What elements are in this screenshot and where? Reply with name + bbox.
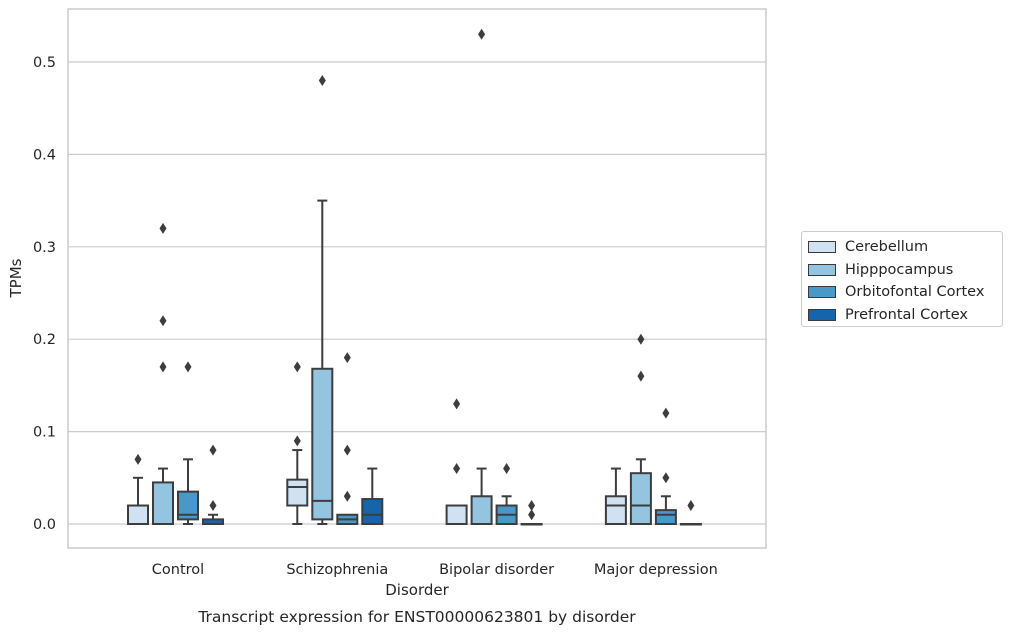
x-tick-label: Major depression — [594, 562, 718, 578]
box-body — [604, 495, 627, 525]
box-body — [127, 504, 149, 525]
box-body — [654, 509, 677, 526]
legend-swatch — [808, 263, 836, 276]
outlier-point — [184, 361, 192, 373]
box-2-1 — [470, 28, 493, 525]
legend-swatch — [808, 308, 836, 321]
outlier-point — [528, 509, 536, 521]
outlier-point — [637, 333, 645, 345]
box-0-1 — [152, 222, 174, 526]
box-3-1 — [629, 333, 652, 525]
outlier-point — [293, 361, 301, 373]
outlier-point — [662, 407, 670, 419]
y-tick-label: 0.1 — [33, 425, 56, 441]
legend-label: Hipppocampus — [845, 261, 954, 278]
legend-swatch — [808, 286, 836, 299]
y-axis-label: TPMs — [7, 258, 25, 298]
y-tick-label: 0.5 — [33, 55, 56, 71]
outlier-point — [159, 361, 167, 373]
box-3-3 — [679, 500, 702, 526]
x-tick-labels: Control Schizophrenia Bipolar disorder Majo… — [152, 562, 718, 578]
outlier-point — [453, 398, 461, 410]
outlier-point — [318, 74, 326, 86]
outlier-point — [343, 490, 351, 502]
box-0-0 — [127, 453, 149, 525]
box-body — [445, 504, 468, 525]
legend-item: Prefrontal Cortex — [808, 304, 1002, 327]
legend-label: Prefrontal Cortex — [845, 306, 968, 323]
outlier-point — [159, 315, 167, 327]
y-tick-label: 0.0 — [33, 517, 56, 533]
chart-title: Transcript expression for ENST0000062380… — [197, 608, 636, 626]
legend-item: Hipppocampus — [808, 259, 1002, 282]
box-3-2 — [654, 407, 677, 526]
box-2-2 — [495, 463, 518, 525]
box-body — [361, 498, 384, 526]
outlier-point — [343, 444, 351, 456]
outlier-point — [343, 352, 351, 364]
box-body — [629, 472, 652, 525]
outlier-point — [159, 222, 167, 234]
outlier-point — [662, 472, 670, 484]
x-tick-label: Control — [152, 562, 204, 578]
box-1-2 — [336, 352, 359, 526]
legend-item: Cerebellum — [808, 236, 1002, 259]
box-1-0 — [286, 361, 309, 525]
box-body — [470, 495, 493, 525]
outlier-point — [528, 500, 536, 512]
x-tick-label: Schizophrenia — [286, 562, 388, 578]
box-body — [311, 367, 334, 521]
legend-label: Cerebellum — [845, 239, 929, 256]
outlier-point — [687, 500, 695, 512]
box-0-3 — [202, 444, 224, 526]
box-3-0 — [604, 467, 627, 525]
outlier-point — [637, 370, 645, 382]
box-body — [152, 481, 174, 526]
box-series — [127, 28, 702, 526]
legend-item: Orbitofontal Cortex — [808, 281, 1002, 304]
y-tick-labels: 0.0 0.1 0.2 0.3 0.4 0.5 — [33, 55, 56, 533]
outlier-point — [209, 444, 217, 456]
plot-area — [68, 9, 766, 548]
box-2-0 — [445, 398, 468, 525]
outlier-point — [209, 500, 217, 512]
box-1-3 — [361, 467, 384, 526]
legend-label: Orbitofontal Cortex — [845, 284, 985, 301]
outlier-point — [478, 28, 486, 40]
legend-swatch — [808, 241, 836, 254]
box-2-3 — [520, 500, 543, 526]
x-tick-label: Bipolar disorder — [439, 562, 554, 578]
outlier-point — [134, 453, 142, 465]
y-tick-label: 0.4 — [33, 147, 56, 163]
legend: Cerebellum Hipppocampus Orbitofontal Corte… — [801, 231, 1003, 327]
box-body — [177, 490, 199, 521]
outlier-point — [503, 463, 511, 475]
x-axis-label: Disorder — [385, 581, 449, 599]
box-body — [286, 478, 309, 507]
y-tick-label: 0.3 — [33, 240, 56, 256]
box-0-2 — [177, 361, 199, 525]
plot-frame — [67, 8, 767, 549]
box-1-1 — [311, 74, 334, 525]
outlier-point — [453, 463, 461, 475]
y-tick-label: 0.2 — [33, 332, 56, 348]
outlier-point — [293, 435, 301, 447]
